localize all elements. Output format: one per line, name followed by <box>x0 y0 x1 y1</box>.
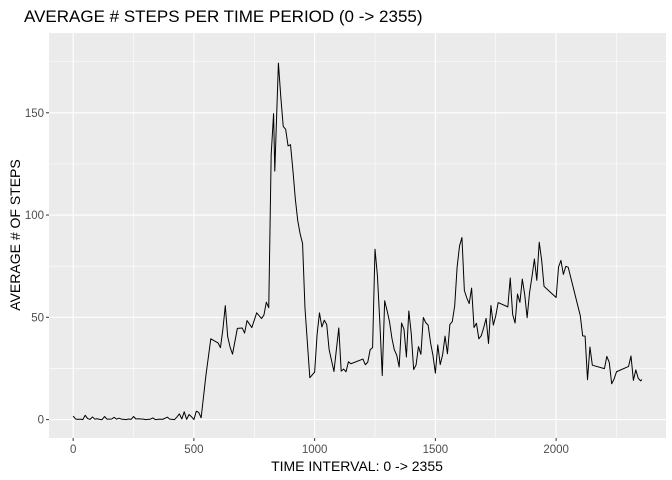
x-tick-label: 1000 <box>302 444 328 456</box>
chart-title: AVERAGE # STEPS PER TIME PERIOD (0 -> 23… <box>24 7 423 26</box>
x-tick-label: 2000 <box>543 444 569 456</box>
y-tick-label: 50 <box>31 312 44 324</box>
plot-panel <box>49 33 666 438</box>
x-tick-label: 1500 <box>423 444 449 456</box>
series-line <box>72 62 643 421</box>
axis-tick-labels: 0 500 1000 1500 2000 0 50 100 150 <box>25 108 569 456</box>
grid-minor <box>49 33 666 438</box>
x-axis-title: TIME INTERVAL: 0 -> 2355 <box>271 458 443 474</box>
y-tick-label: 100 <box>25 210 44 222</box>
y-axis-title: AVERAGE # OF STEPS <box>7 159 23 310</box>
x-tick-label: 500 <box>184 444 203 456</box>
grid-major <box>49 33 666 438</box>
axis-ticks <box>46 112 557 441</box>
x-tick-label: 0 <box>70 444 76 456</box>
series-layer <box>72 62 643 421</box>
y-tick-label: 0 <box>38 415 44 427</box>
y-tick-label: 150 <box>25 108 44 120</box>
